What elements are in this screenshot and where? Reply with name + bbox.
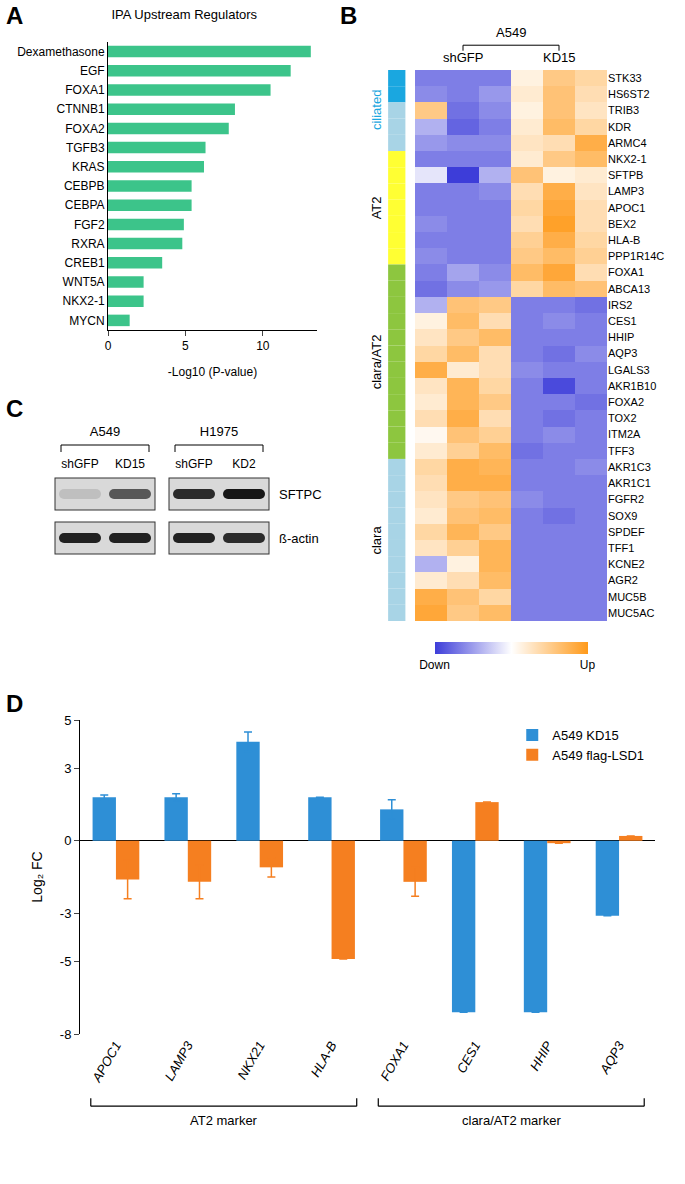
html-text:C: C xyxy=(6,395,24,422)
svg-text:KDR: KDR xyxy=(608,121,631,133)
svg-text:SOX9: SOX9 xyxy=(608,510,637,522)
svg-text:KCNE2: KCNE2 xyxy=(608,558,645,570)
svg-text:5: 5 xyxy=(182,339,189,353)
svg-text:APOC1: APOC1 xyxy=(608,202,645,214)
svg-text:FOXA1: FOXA1 xyxy=(65,83,105,97)
svg-text:0: 0 xyxy=(64,833,71,848)
svg-text:KRAS: KRAS xyxy=(72,160,105,174)
svg-text:STK33: STK33 xyxy=(608,72,642,84)
svg-text:BEX2: BEX2 xyxy=(608,218,636,230)
html-text:B: B xyxy=(340,2,358,29)
svg-text:SFTPC: SFTPC xyxy=(279,487,322,502)
svg-text:TGFB3: TGFB3 xyxy=(66,141,105,155)
svg-text:TFF1: TFF1 xyxy=(608,542,634,554)
svg-text:-3: -3 xyxy=(60,906,72,921)
svg-text:ARMC4: ARMC4 xyxy=(608,137,647,149)
svg-text:CTNNB1: CTNNB1 xyxy=(57,102,105,116)
svg-text:AT2 marker: AT2 marker xyxy=(190,1113,258,1128)
svg-text:Dexamethasone: Dexamethasone xyxy=(17,45,105,59)
svg-text:FGF2: FGF2 xyxy=(74,218,105,232)
svg-text:ß-actin: ß-actin xyxy=(279,531,319,546)
svg-text:MUC5B: MUC5B xyxy=(608,591,647,603)
svg-text:FOXA2: FOXA2 xyxy=(65,122,105,136)
svg-text:CES1: CES1 xyxy=(608,315,637,327)
svg-text:AGR2: AGR2 xyxy=(608,574,638,586)
svg-text:MYCN: MYCN xyxy=(69,314,104,328)
svg-text:APOC1: APOC1 xyxy=(89,1039,125,1086)
svg-text:TFF3: TFF3 xyxy=(608,445,634,457)
svg-text:ABCA13: ABCA13 xyxy=(608,283,650,295)
svg-text:AKR1C1: AKR1C1 xyxy=(608,477,651,489)
svg-text:NKX2-1: NKX2-1 xyxy=(608,153,647,165)
svg-text:IRS2: IRS2 xyxy=(608,299,632,311)
svg-text:CEBPA: CEBPA xyxy=(65,198,105,212)
svg-text:HLA-B: HLA-B xyxy=(608,234,640,246)
svg-text:A549: A549 xyxy=(496,25,526,40)
svg-text:AQP3: AQP3 xyxy=(608,347,637,359)
svg-text:shGFP: shGFP xyxy=(61,457,98,471)
svg-text:HLA-B: HLA-B xyxy=(308,1038,340,1079)
svg-text:ITM2A: ITM2A xyxy=(608,428,641,440)
svg-text:Down: Down xyxy=(419,658,450,672)
svg-text:-5: -5 xyxy=(60,954,72,969)
svg-text:AKR1B10: AKR1B10 xyxy=(608,380,656,392)
svg-text:TRIB3: TRIB3 xyxy=(608,104,639,116)
svg-text:NKX21: NKX21 xyxy=(234,1039,268,1082)
svg-text:KD15: KD15 xyxy=(543,50,576,65)
svg-text:AQP3: AQP3 xyxy=(596,1038,627,1077)
svg-text:LGALS3: LGALS3 xyxy=(608,364,650,376)
svg-text:HHIP: HHIP xyxy=(527,1038,556,1073)
svg-text:10: 10 xyxy=(256,339,270,353)
svg-text:FGFR2: FGFR2 xyxy=(608,493,644,505)
svg-text:CEBPB: CEBPB xyxy=(64,179,105,193)
svg-text:RXRA: RXRA xyxy=(71,237,104,251)
svg-text:5: 5 xyxy=(64,713,71,728)
svg-text:-8: -8 xyxy=(60,1027,72,1042)
svg-text:KD2: KD2 xyxy=(232,457,256,471)
svg-text:shGFP: shGFP xyxy=(443,50,483,65)
svg-text:MUC5AC: MUC5AC xyxy=(608,607,655,619)
svg-text:0: 0 xyxy=(105,339,112,353)
svg-text:A549: A549 xyxy=(90,424,120,439)
svg-text:AT2: AT2 xyxy=(369,196,384,219)
svg-text:3: 3 xyxy=(64,761,71,776)
svg-text:LAMP3: LAMP3 xyxy=(608,185,644,197)
svg-text:TOX2: TOX2 xyxy=(608,412,637,424)
svg-text:PPP1R14C: PPP1R14C xyxy=(608,250,664,262)
svg-text:clara: clara xyxy=(369,526,384,555)
svg-text:SPDEF: SPDEF xyxy=(608,526,645,538)
svg-text:IPA Upstream Regulators: IPA Upstream Regulators xyxy=(111,7,257,22)
svg-text:FOXA1: FOXA1 xyxy=(608,266,644,278)
svg-text:H1975: H1975 xyxy=(200,424,238,439)
html-text:A: A xyxy=(6,2,24,29)
svg-text:NKX2-1: NKX2-1 xyxy=(63,294,105,308)
svg-text:-Log10 (P-value): -Log10 (P-value) xyxy=(168,365,257,379)
svg-text:HS6ST2: HS6ST2 xyxy=(608,88,650,100)
svg-text:SFTPB: SFTPB xyxy=(608,169,643,181)
svg-text:HHIP: HHIP xyxy=(608,331,634,343)
svg-text:A549 flag-LSD1: A549 flag-LSD1 xyxy=(552,748,644,763)
svg-text:ciliated: ciliated xyxy=(369,90,384,130)
svg-text:EGF: EGF xyxy=(80,64,105,78)
svg-text:clara/AT2 marker: clara/AT2 marker xyxy=(462,1113,561,1128)
svg-text:Log₂ FC: Log₂ FC xyxy=(29,851,45,902)
svg-text:Up: Up xyxy=(580,658,596,672)
svg-text:LAMP3: LAMP3 xyxy=(162,1038,197,1083)
html-text:D: D xyxy=(6,690,24,717)
svg-text:AKR1C3: AKR1C3 xyxy=(608,461,651,473)
svg-text:CES1: CES1 xyxy=(454,1039,484,1076)
svg-text:A549 KD15: A549 KD15 xyxy=(552,728,619,743)
svg-text:FOXA2: FOXA2 xyxy=(608,396,644,408)
svg-text:KD15: KD15 xyxy=(115,457,145,471)
svg-text:shGFP: shGFP xyxy=(175,457,212,471)
svg-text:CREB1: CREB1 xyxy=(65,256,105,270)
svg-text:WNT5A: WNT5A xyxy=(63,275,105,289)
svg-text:FOXA1: FOXA1 xyxy=(377,1039,411,1083)
svg-text:clara/AT2: clara/AT2 xyxy=(369,335,384,390)
